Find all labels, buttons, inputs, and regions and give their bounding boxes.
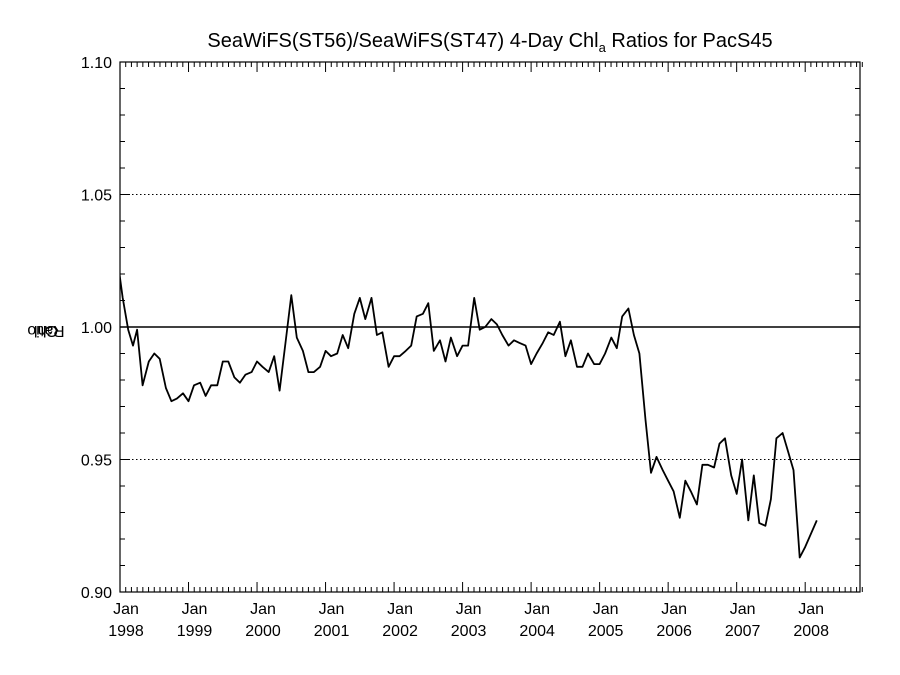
x-tick-label-year: 2004 [519, 623, 555, 640]
x-tick-label-month: Jan [456, 601, 482, 618]
y-tick-label: 1.00 [81, 320, 112, 337]
x-tick-label-month: Jan [113, 601, 139, 618]
series-layer [120, 271, 818, 559]
x-tick-label-month: Jan [593, 601, 619, 618]
x-tick-label-month: Jan [798, 601, 824, 618]
x-tick-label-year: 1999 [177, 623, 213, 640]
x-tick-label-month: Jan [661, 601, 687, 618]
x-tick-label-month: Jan [387, 601, 413, 618]
x-tick-label-year: 2007 [725, 623, 761, 640]
x-tick-label-year: 1998 [108, 623, 144, 640]
x-tick-label-year: 2002 [382, 623, 418, 640]
y-tick-label: 0.90 [81, 585, 112, 602]
chart-title: SeaWiFS(ST56)/SeaWiFS(ST47) 4-Day Chla R… [120, 30, 860, 55]
x-tick-label-year: 2000 [245, 623, 281, 640]
series-line-chla-ratio [120, 271, 818, 559]
x-tick-label-year: 2001 [314, 623, 350, 640]
x-tick-label-month: Jan [319, 601, 345, 618]
y-tick-label: 0.95 [81, 453, 112, 470]
grid-layer [120, 194, 860, 460]
y-tick-label: 1.10 [81, 55, 112, 72]
tick-label-layer: 0.90 0.95 1.00 1.05 1.10 Jan 1998 Jan 1999 Jan 200… [81, 55, 829, 640]
title-main: SeaWiFS(ST56)/SeaWiFS(ST47) 4-Day Chl [207, 30, 599, 52]
x-tick-label-month: Jan [524, 601, 550, 618]
y-tick-label: 1.05 [81, 188, 112, 205]
title-subscript: a [598, 40, 606, 55]
x-tick-label-month: Jan [730, 601, 756, 618]
title-rest: Ratios for PacS45 [605, 30, 773, 52]
x-tick-label-year: 2006 [656, 623, 692, 640]
x-tick-label-year: 2003 [451, 623, 487, 640]
x-tick-label-year: 2005 [588, 623, 624, 640]
x-tick-label-month: Jan [182, 601, 208, 618]
tick-layer [119, 61, 863, 593]
x-tick-label-month: Jan [250, 601, 276, 618]
x-tick-label-year: 2008 [793, 623, 829, 640]
